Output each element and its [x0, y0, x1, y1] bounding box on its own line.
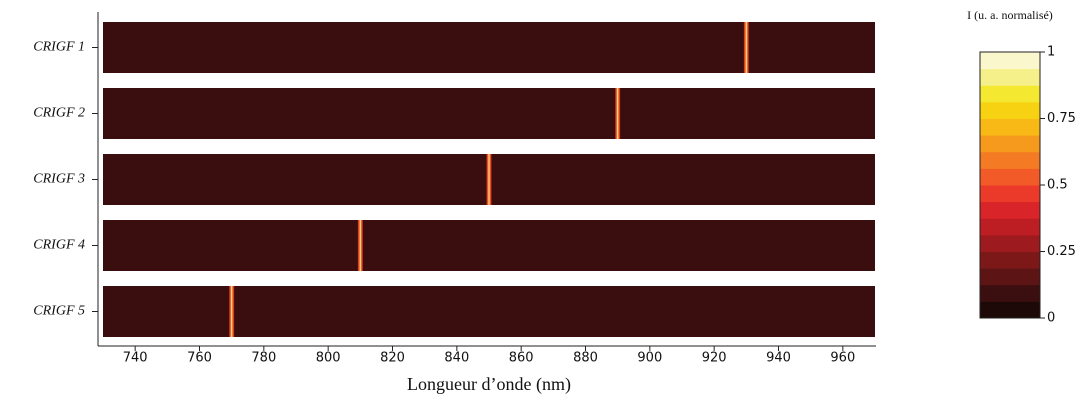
x-tick-label: 860: [509, 351, 534, 366]
spectrum-strip: [103, 22, 875, 73]
peak-line: [229, 286, 235, 337]
x-tick-label: 740: [123, 351, 148, 366]
row-label: CRIGF 5: [33, 304, 85, 319]
colorbar-tick-label: 0.5: [1047, 178, 1068, 193]
row-label: CRIGF 4: [33, 238, 85, 253]
x-axis-label: Longueur d’onde (nm): [407, 374, 571, 395]
colorbar-segment: [980, 118, 1040, 136]
x-tick-label: 960: [830, 351, 855, 366]
x-tick-label: 760: [187, 351, 212, 366]
colorbar-segment: [980, 135, 1040, 153]
colorbar-segment: [980, 52, 1040, 70]
x-tick-label: 820: [380, 351, 405, 366]
x-tick-label: 900: [637, 351, 662, 366]
colorbar-tick-label: 1: [1047, 45, 1055, 60]
colorbar-segment: [980, 185, 1040, 203]
colorbar-segment: [980, 284, 1040, 302]
colorbar-tick-label: 0.25: [1047, 244, 1076, 259]
spectrum-strip: [103, 220, 875, 271]
colorbar-segment: [980, 168, 1040, 186]
colorbar-segment: [980, 201, 1040, 219]
colorbar-label: I (u. a. normalisé): [967, 8, 1053, 22]
row-label: CRIGF 3: [33, 172, 85, 187]
x-tick-label: 840: [444, 351, 469, 366]
peak-line: [486, 154, 492, 205]
x-tick-label: 780: [251, 351, 276, 366]
colorbar-tick-label: 0.75: [1047, 111, 1076, 126]
colorbar-segment: [980, 268, 1040, 286]
spectrum-strip: [103, 88, 875, 139]
peak-line: [615, 88, 621, 139]
colorbar-tick-label: 0: [1047, 311, 1055, 326]
colorbar-segment: [980, 234, 1040, 252]
colorbar-segment: [980, 85, 1040, 103]
peak-line: [743, 22, 749, 73]
x-tick-label: 800: [316, 351, 341, 366]
colorbar-segment: [980, 68, 1040, 86]
colorbar-segment: [980, 251, 1040, 269]
peak-line: [357, 220, 363, 271]
x-tick-label: 880: [573, 351, 598, 366]
x-tick-label: 920: [702, 351, 727, 366]
colorbar-segment: [980, 218, 1040, 236]
colorbar-segment: [980, 101, 1040, 119]
spectrum-strip: [103, 286, 875, 337]
row-label: CRIGF 2: [33, 106, 85, 121]
colorbar-segment: [980, 151, 1040, 169]
colorbar-segment: [980, 301, 1040, 319]
x-tick-label: 940: [766, 351, 791, 366]
row-label: CRIGF 1: [33, 40, 85, 55]
